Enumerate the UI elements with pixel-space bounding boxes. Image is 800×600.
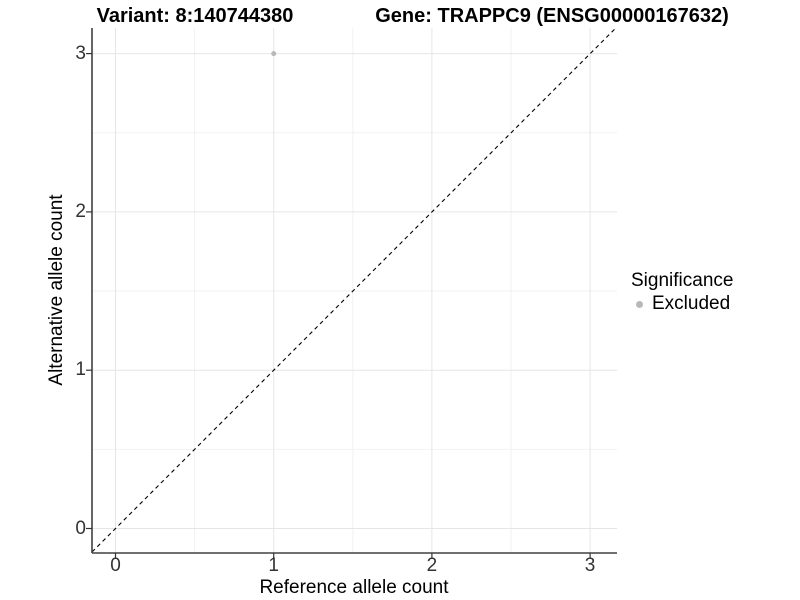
variant-title: Variant: 8:140744380: [96, 5, 294, 27]
x-tick-label-2: 2: [426, 555, 438, 576]
identity-line: [91, 27, 617, 553]
x-tick-label-0: 0: [110, 555, 121, 576]
x-axis-title: Reference allele count: [259, 577, 449, 598]
y-tick-label-2: 2: [75, 200, 86, 222]
scatter-point-excluded: [271, 51, 277, 57]
excluded-point-icon: [635, 300, 643, 308]
y-tick-label-3: 3: [75, 42, 86, 64]
y-tick-label-1: 1: [75, 359, 86, 381]
x-tick-label-3: 3: [584, 555, 596, 576]
axis-lines: [91, 28, 617, 554]
major-gridlines: [92, 28, 617, 553]
gene-title: Gene: TRAPPC9 (ENSG00000167632): [375, 5, 729, 27]
legend-item-label: Excluded: [652, 293, 731, 314]
tick-marks: [86, 52, 591, 559]
y-tick-label-0: 0: [75, 517, 86, 539]
y-axis-title: Alternative allele count: [46, 194, 67, 386]
legend-item-excluded: Excluded: [631, 293, 733, 315]
legend-title: Significance: [631, 270, 734, 291]
x-tick-label-1: 1: [268, 555, 279, 576]
identity-dashed-line: [91, 27, 617, 553]
legend-key: [631, 295, 647, 313]
data-points: [271, 51, 277, 57]
legend: Significance Excluded: [631, 270, 733, 315]
minor-gridlines: [92, 28, 617, 553]
